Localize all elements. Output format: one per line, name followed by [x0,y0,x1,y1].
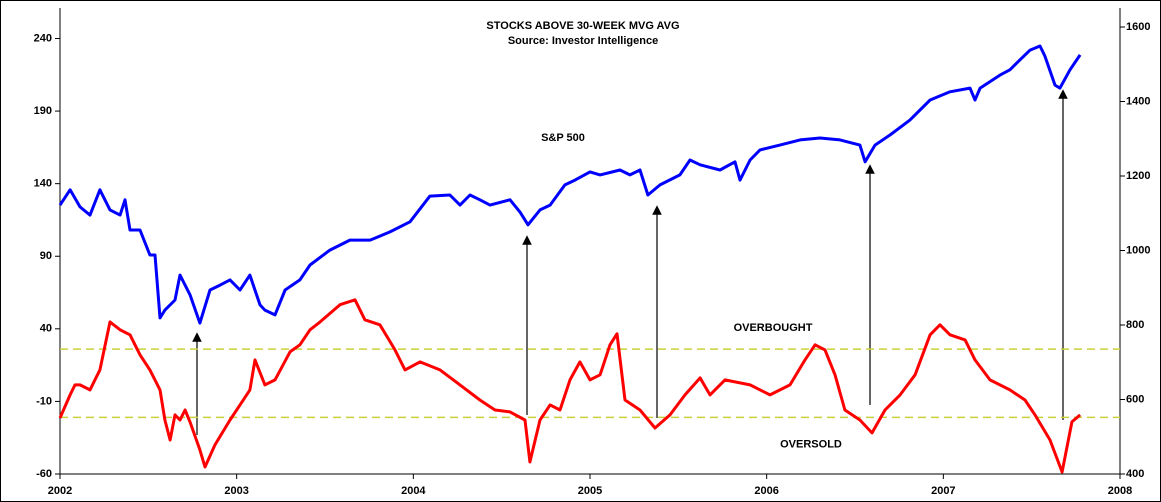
x-tick-label: 2006 [754,485,778,497]
y-tick-label: 190 [34,105,52,117]
x-tick-label: 2003 [224,485,248,497]
arrows [192,89,1068,435]
x-tick-label: 2008 [1108,485,1132,497]
chart-title: STOCKS ABOVE 30-WEEK MVG AVG [486,20,679,32]
x-tick-label: 2004 [401,485,426,497]
y-tick-label: -10 [36,395,52,407]
line-series [58,44,1082,325]
y2-tick-label: 1000 [1126,244,1150,256]
y2-tick-label: 1400 [1126,95,1150,107]
reference-label: OVERSOLD [780,438,842,450]
reference-label: OVERBOUGHT [734,322,813,334]
y2-tick-label: 600 [1126,393,1144,405]
x-tick-label: 2005 [578,485,602,497]
chart-subtitle: Source: Investor Intelligence [508,35,658,47]
y-tick-label: -60 [36,468,52,480]
y-tick-label: 140 [34,178,52,190]
y2-tick-label: 400 [1126,468,1144,480]
y-tick-label: 240 [34,32,52,44]
y2-tick-label: 1600 [1126,21,1150,33]
line-series [58,298,1082,474]
y-tick-label: 40 [40,323,52,335]
x-tick-label: 2002 [48,485,72,497]
y-tick-label: 90 [40,250,52,262]
y2-tick-label: 800 [1126,319,1144,331]
annotation: S&P 500 [541,132,585,144]
y2-tick-label: 1200 [1126,170,1150,182]
x-tick-label: 2007 [931,485,955,497]
